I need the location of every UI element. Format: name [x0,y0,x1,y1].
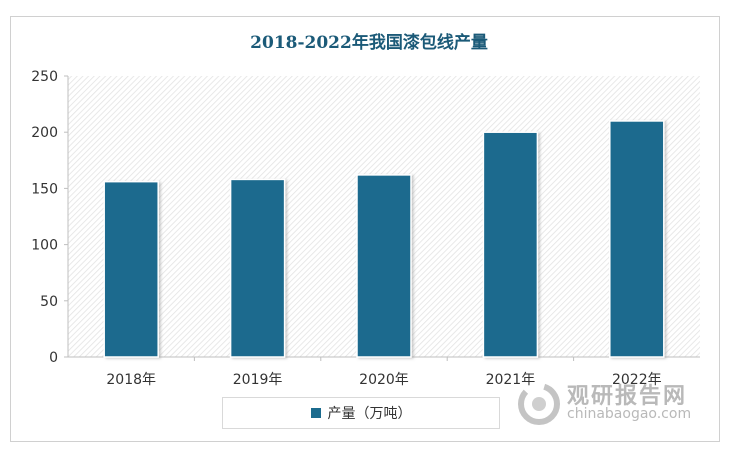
legend-swatch [310,408,321,418]
y-tick-label: 0 [49,350,58,366]
x-tick-label: 2022年 [612,372,662,388]
y-tick-label: 100 [31,238,58,254]
bar-5 [609,120,665,358]
bar-4 [482,131,539,358]
watermark-name-en: chinabaogao.com [567,406,692,422]
y-tick-label: 250 [31,69,58,85]
bar-3 [356,174,412,358]
x-tick-label: 2020年 [359,372,409,388]
chart-title: 2018-2022年我国漆包线产量 [250,33,488,53]
watermark: 观研报告网 chinabaogao.com [515,378,715,428]
watermark-logo-icon [518,383,560,425]
y-tick-label: 200 [31,125,58,141]
bar-1 [103,180,159,358]
y-tick-label: 50 [40,294,58,310]
y-tick-label: 150 [31,181,58,197]
watermark-name-cn: 观研报告网 [567,384,688,409]
x-tick-label: 2019年 [233,372,283,388]
x-tick-label: 2021年 [486,372,536,388]
legend-label: 产量（万吨） [327,406,412,422]
bar-2 [229,178,286,358]
x-tick-label: 2018年 [106,372,156,388]
legend: 产量（万吨） [222,397,500,429]
